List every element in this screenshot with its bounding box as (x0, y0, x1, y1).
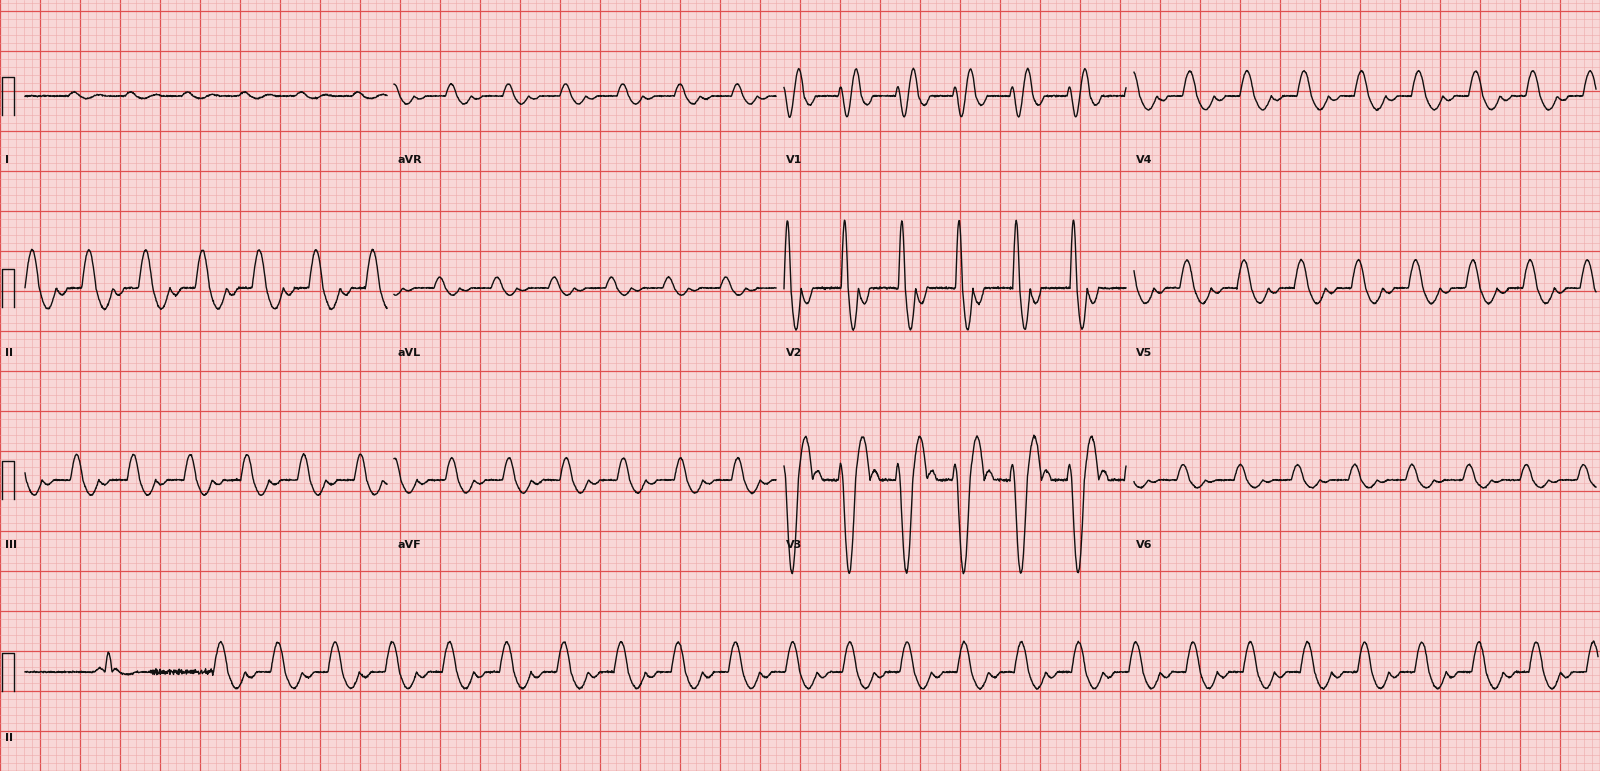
Text: I: I (5, 155, 10, 165)
Text: aVR: aVR (397, 155, 422, 165)
Text: II: II (5, 348, 13, 358)
Text: aVF: aVF (397, 540, 421, 550)
Text: V6: V6 (1136, 540, 1152, 550)
Text: aVL: aVL (397, 348, 421, 358)
Text: III: III (5, 540, 18, 550)
Text: V5: V5 (1136, 348, 1152, 358)
Text: V2: V2 (786, 348, 802, 358)
Text: II: II (5, 733, 13, 743)
Text: V4: V4 (1136, 155, 1152, 165)
Text: V3: V3 (786, 540, 802, 550)
Text: V1: V1 (786, 155, 802, 165)
